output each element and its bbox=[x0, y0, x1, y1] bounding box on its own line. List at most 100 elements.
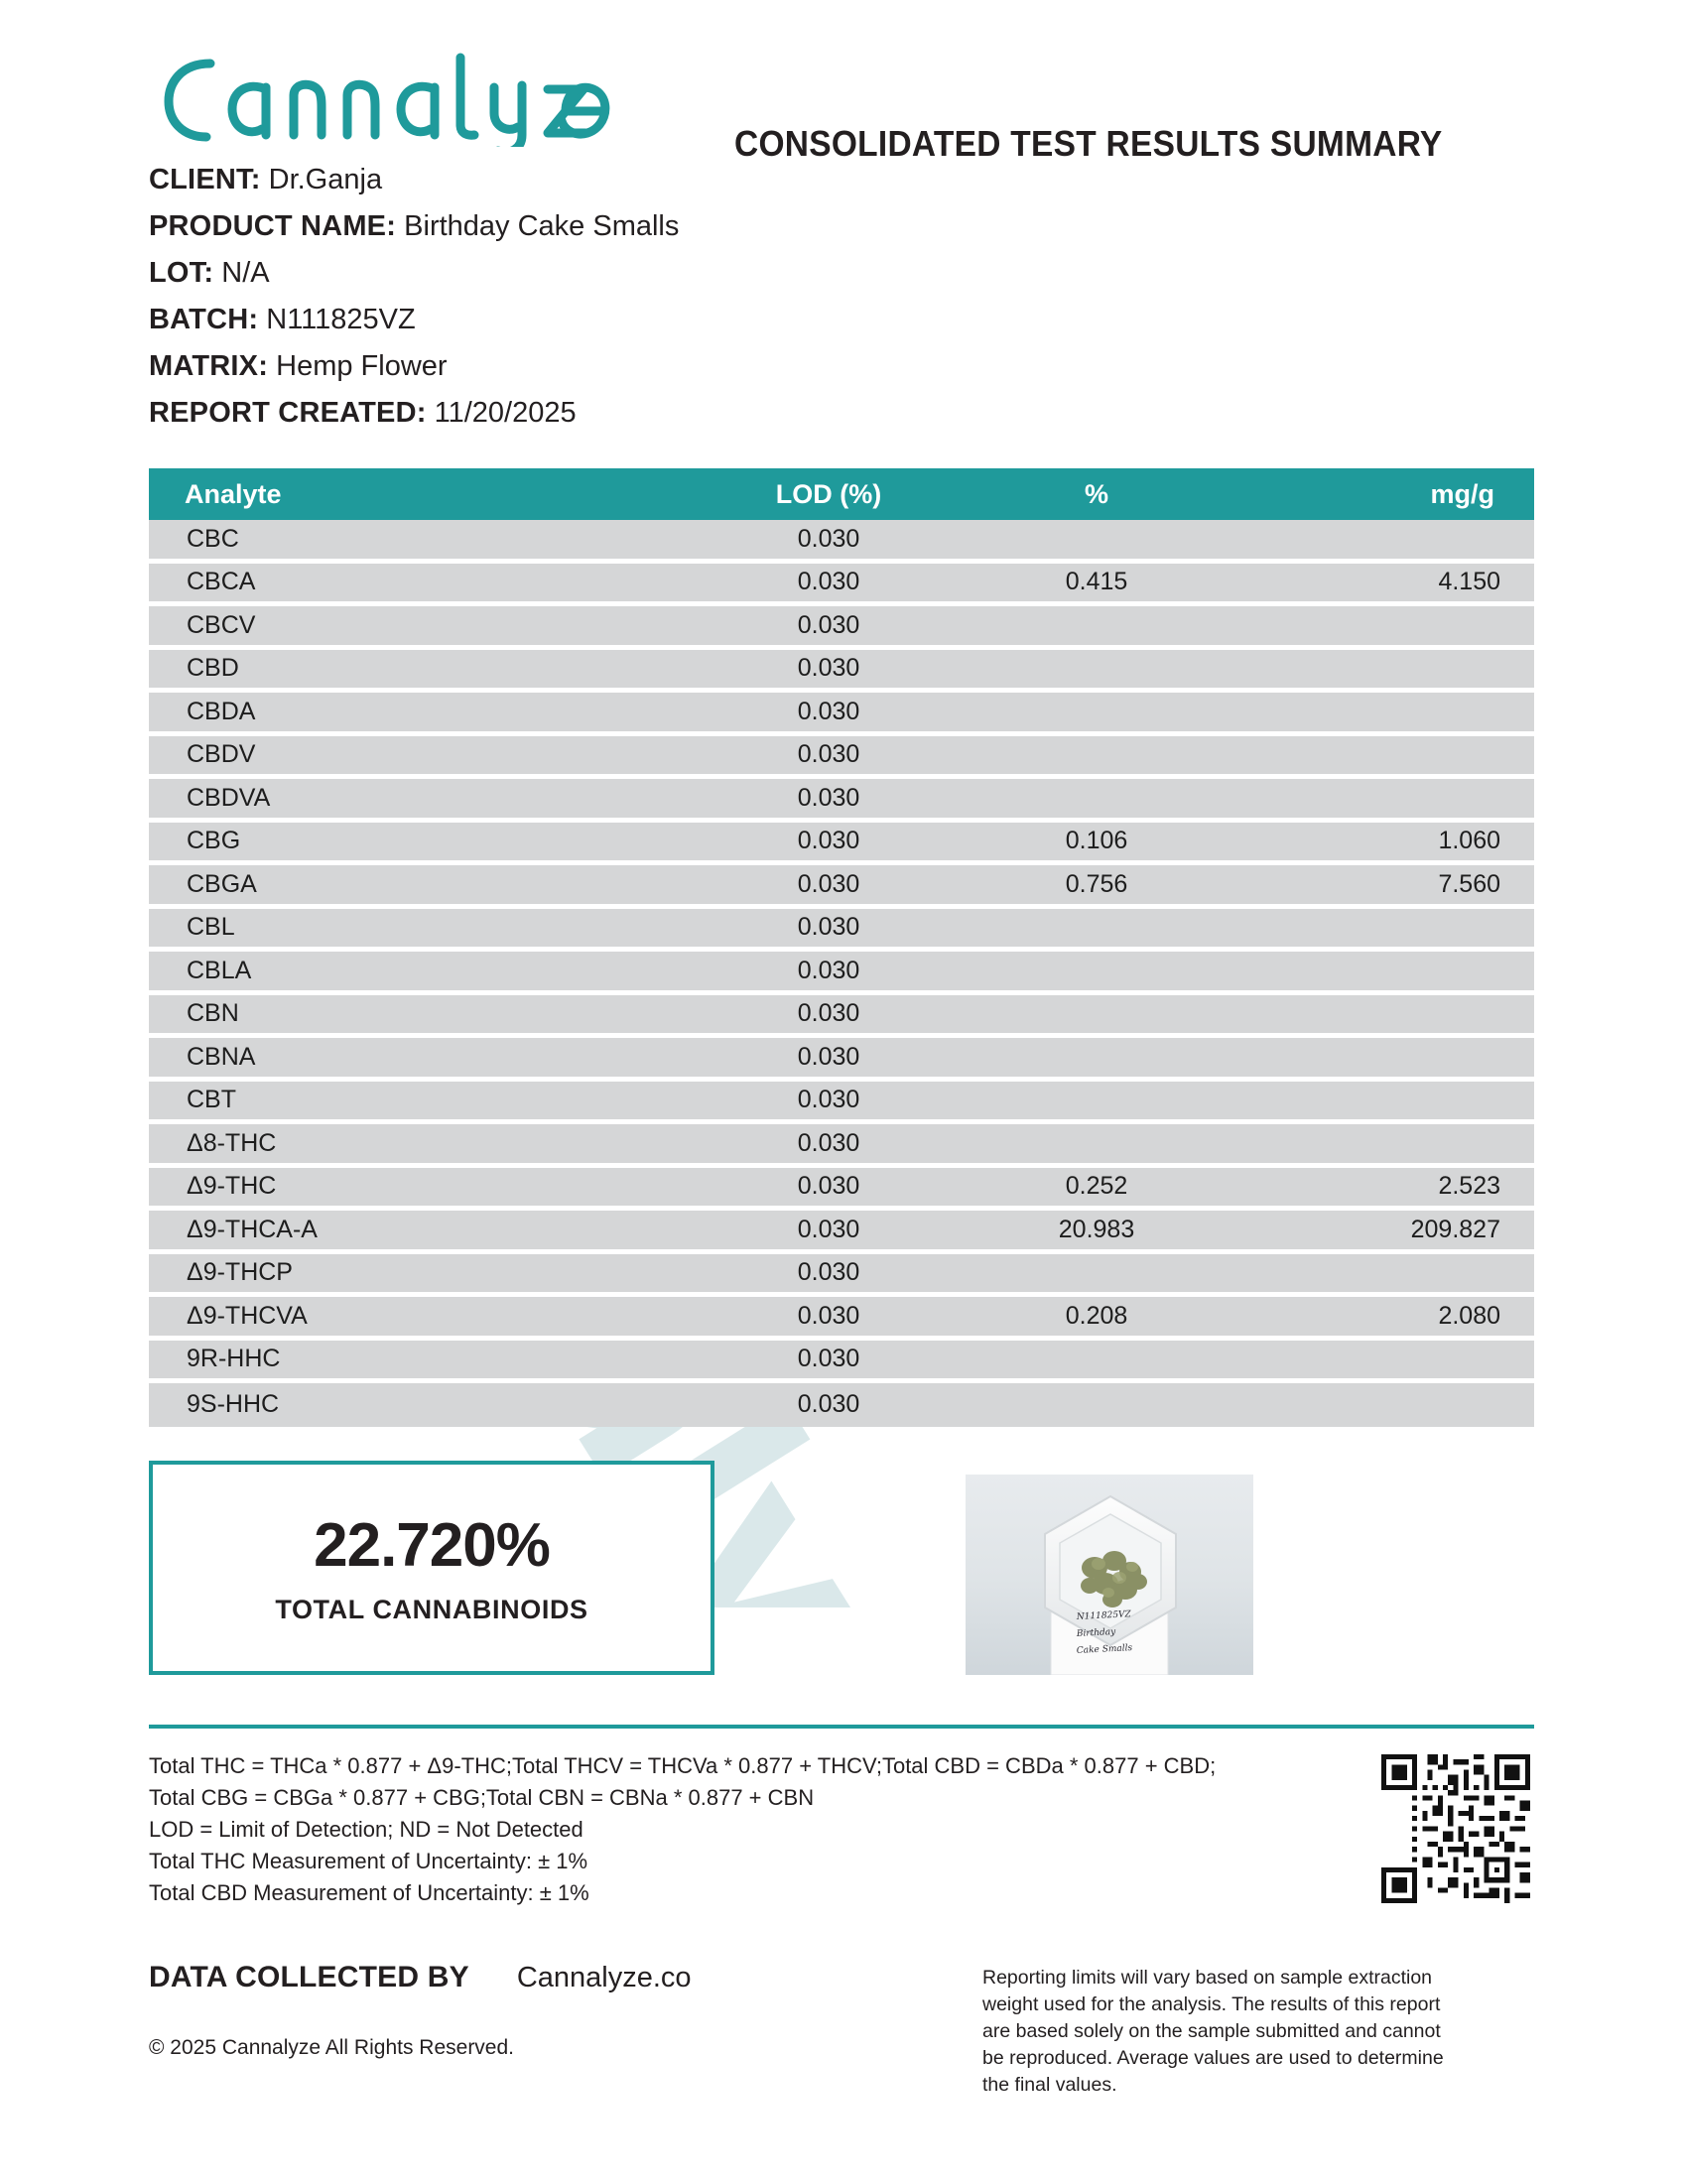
metadata-value: Birthday Cake Smalls bbox=[404, 210, 680, 242]
metadata-label: REPORT CREATED: bbox=[149, 397, 427, 429]
cell-lod: 0.030 bbox=[797, 1172, 860, 1201]
cell-lod: 0.030 bbox=[797, 524, 860, 553]
table-row: 9S-HHC 0.030 bbox=[149, 1383, 1534, 1427]
cell-lod: 0.030 bbox=[797, 783, 860, 812]
table-row: CBC 0.030 bbox=[149, 520, 1534, 564]
table-row: CBDV 0.030 bbox=[149, 735, 1534, 779]
cell-lod: 0.030 bbox=[797, 1345, 860, 1373]
table-row: CBCV 0.030 bbox=[149, 606, 1534, 650]
cell-lod: 0.030 bbox=[797, 1042, 860, 1071]
metadata-value: N/A bbox=[221, 257, 270, 289]
cell-lod: 0.030 bbox=[797, 1215, 860, 1243]
total-cannabinoids-label: TOTAL CANNABINOIDS bbox=[275, 1594, 588, 1624]
cell-analyte: CBCV bbox=[187, 610, 256, 639]
qr-code[interactable] bbox=[1356, 1750, 1534, 1909]
table-row: CBNA 0.030 bbox=[149, 1038, 1534, 1082]
cell-percent: 0.415 bbox=[1065, 568, 1128, 596]
cell-analyte: CBDA bbox=[187, 697, 256, 725]
table-row: CBN 0.030 bbox=[149, 994, 1534, 1038]
cell-analyte: CBN bbox=[187, 999, 239, 1028]
metadata-label: CLIENT: bbox=[149, 164, 261, 195]
disclaimer-text: Reporting limits will vary based on samp… bbox=[982, 1966, 1444, 2096]
metadata-row-batch: BATCH: N111825VZ bbox=[149, 297, 1534, 343]
formula-notes: Total THC = THCa * 0.877 + Δ9-THC;Total … bbox=[149, 1750, 1356, 1909]
metadata-value: 11/20/2025 bbox=[434, 397, 577, 429]
qr-code-icon[interactable] bbox=[1381, 1753, 1530, 1903]
cell-analyte: Δ9-THCA-A bbox=[187, 1215, 318, 1243]
metadata-row-report-created: REPORT CREATED: 11/20/2025 bbox=[149, 390, 1534, 437]
table-row: CBL 0.030 bbox=[149, 908, 1534, 952]
table-row: CBG 0.030 0.106 1.060 bbox=[149, 822, 1534, 865]
cell-analyte: CBNA bbox=[187, 1042, 256, 1071]
copyright-text: © 2025 Cannalyze All Rights Reserved. bbox=[149, 2035, 515, 2059]
cell-lod: 0.030 bbox=[797, 913, 860, 942]
metadata-label: MATRIX: bbox=[149, 350, 269, 382]
total-cannabinoids-box: 22.720% TOTAL CANNABINOIDS bbox=[149, 1460, 714, 1675]
data-collected-label: DATA COLLECTED BY bbox=[149, 1960, 469, 1993]
metadata-label: LOT: bbox=[149, 257, 214, 289]
svg-text:N111825VZ: N111825VZ bbox=[1076, 1609, 1132, 1622]
cell-analyte: CBDVA bbox=[187, 783, 271, 812]
cell-lod: 0.030 bbox=[797, 740, 860, 769]
formula-line: Total CBD Measurement of Uncertainty: ± … bbox=[149, 1879, 589, 1905]
cell-lod: 0.030 bbox=[797, 956, 860, 984]
cell-lod: 0.030 bbox=[797, 999, 860, 1028]
cell-analyte: Δ9-THCVA bbox=[187, 1301, 308, 1330]
metadata-label: PRODUCT NAME: bbox=[149, 210, 397, 242]
metadata-row-product-name: PRODUCT NAME: Birthday Cake Smalls bbox=[149, 203, 1534, 250]
cell-lod: 0.030 bbox=[797, 654, 860, 683]
column-header-analyte: Analyte bbox=[185, 478, 282, 509]
cell-lod: 0.030 bbox=[797, 1390, 860, 1419]
table-row: Δ9-THCA-A 0.030 20.983 209.827 bbox=[149, 1211, 1534, 1254]
column-header-lod: LOD (%) bbox=[775, 478, 882, 509]
total-cannabinoids-value: 22.720% bbox=[314, 1510, 551, 1580]
metadata-label: BATCH: bbox=[149, 304, 259, 335]
metadata-row-matrix: MATRIX: Hemp Flower bbox=[149, 343, 1534, 390]
column-header-mgg: mg/g bbox=[1430, 478, 1495, 509]
table-row: CBDVA 0.030 bbox=[149, 779, 1534, 823]
table-row: 9R-HHC 0.030 bbox=[149, 1340, 1534, 1383]
cell-mgg: 2.523 bbox=[1438, 1172, 1500, 1201]
page-title: CONSOLIDATED TEST RESULTS SUMMARY bbox=[734, 123, 1443, 164]
brand-logo bbox=[149, 38, 734, 147]
cell-analyte: 9S-HHC bbox=[187, 1390, 280, 1419]
column-header-percent: % bbox=[1084, 478, 1108, 509]
cannabinoid-results-table: Analyte LOD (%) % mg/g CBC 0.030 CBCA 0.030… bbox=[149, 468, 1534, 1427]
cell-lod: 0.030 bbox=[797, 697, 860, 725]
cell-lod: 0.030 bbox=[797, 869, 860, 898]
svg-text:Cake Smalls: Cake Smalls bbox=[1077, 1643, 1133, 1656]
data-collected-value[interactable]: Cannalyze.co bbox=[516, 1961, 692, 1993]
summary-section: 22.720% TOTAL CANNABINOIDS bbox=[149, 1460, 1534, 1685]
cell-lod: 0.030 bbox=[797, 1301, 860, 1330]
cell-lod: 0.030 bbox=[797, 1258, 860, 1287]
cell-percent: 0.106 bbox=[1065, 827, 1128, 855]
sample-metadata: CLIENT: Dr.Ganja PRODUCT NAME: Birthday … bbox=[149, 157, 1534, 437]
formula-line: LOD = Limit of Detection; ND = Not Detec… bbox=[149, 1816, 583, 1842]
table-row: CBDA 0.030 bbox=[149, 693, 1534, 736]
metadata-value: Hemp Flower bbox=[276, 350, 448, 382]
cell-analyte: CBG bbox=[187, 827, 241, 855]
cell-analyte: CBL bbox=[187, 913, 235, 942]
table-row: CBLA 0.030 bbox=[149, 952, 1534, 995]
cell-lod: 0.030 bbox=[797, 1128, 860, 1157]
footer-bottom: DATA COLLECTED BY Cannalyze.co © 2025 Ca… bbox=[149, 1961, 1534, 2099]
sample-photo: N111825VZ Birthday Cake Smalls bbox=[966, 1460, 1253, 1675]
svg-text:Birthday: Birthday bbox=[1076, 1626, 1117, 1638]
cell-mgg: 2.080 bbox=[1438, 1301, 1500, 1330]
cell-analyte: CBT bbox=[187, 1086, 236, 1114]
cell-percent: 0.252 bbox=[1065, 1172, 1128, 1201]
table-row: Δ9-THCP 0.030 bbox=[149, 1253, 1534, 1297]
cell-lod: 0.030 bbox=[797, 568, 860, 596]
table-row: CBT 0.030 bbox=[149, 1081, 1534, 1124]
formula-line: Total THC = THCa * 0.877 + Δ9-THC;Total … bbox=[149, 1752, 1217, 1778]
cell-lod: 0.030 bbox=[797, 827, 860, 855]
cell-analyte: CBLA bbox=[187, 956, 252, 984]
footer-divider bbox=[149, 1724, 1534, 1729]
cell-mgg: 7.560 bbox=[1438, 869, 1500, 898]
cell-mgg: 4.150 bbox=[1438, 568, 1500, 596]
cell-percent: 0.756 bbox=[1065, 869, 1128, 898]
table-row: CBCA 0.030 0.415 4.150 bbox=[149, 563, 1534, 606]
cell-percent: 20.983 bbox=[1058, 1215, 1135, 1243]
metadata-row-client: CLIENT: Dr.Ganja bbox=[149, 157, 1534, 203]
